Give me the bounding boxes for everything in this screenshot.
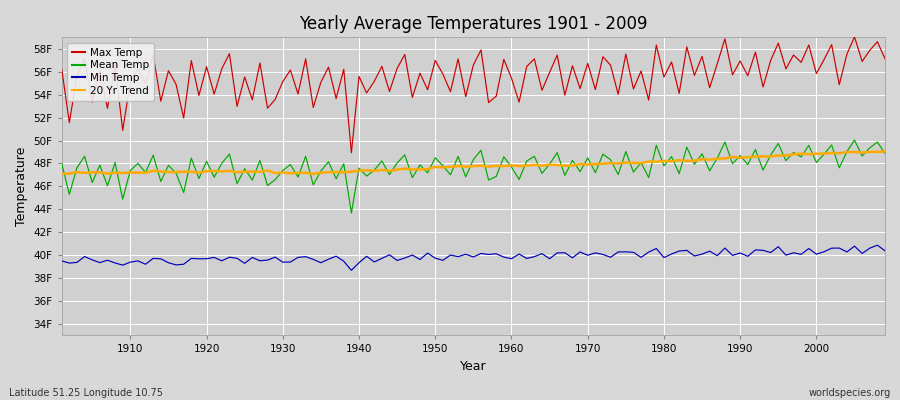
Text: Latitude 51.25 Longitude 10.75: Latitude 51.25 Longitude 10.75 <box>9 388 163 398</box>
X-axis label: Year: Year <box>460 360 487 373</box>
Y-axis label: Temperature: Temperature <box>15 147 28 226</box>
Title: Yearly Average Temperatures 1901 - 2009: Yearly Average Temperatures 1901 - 2009 <box>299 15 648 33</box>
Legend: Max Temp, Mean Temp, Min Temp, 20 Yr Trend: Max Temp, Mean Temp, Min Temp, 20 Yr Tre… <box>67 42 154 101</box>
Text: worldspecies.org: worldspecies.org <box>809 388 891 398</box>
